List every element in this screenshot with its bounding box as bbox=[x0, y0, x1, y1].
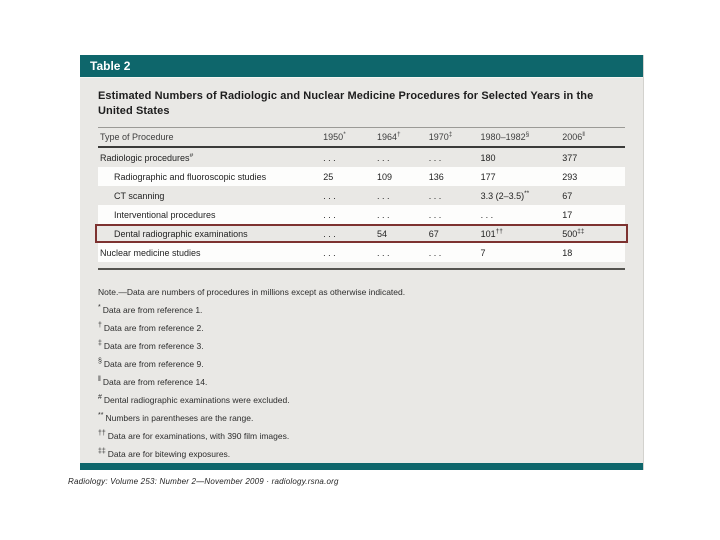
footnote-line: * Data are from reference 1. bbox=[98, 301, 625, 319]
footnote-line: ‡ Data are from reference 3. bbox=[98, 337, 625, 355]
footnote-symbol: ‡ bbox=[98, 340, 102, 348]
value-cell: 18 bbox=[562, 247, 573, 258]
value-cell: . . . bbox=[323, 209, 336, 220]
value-cell: . . . bbox=[376, 190, 390, 201]
value-cell: 180 bbox=[480, 152, 496, 163]
table-content: Estimated Numbers of Radiologic and Nucl… bbox=[80, 78, 643, 463]
footnotes-block: Note.—Data are numbers of procedures in … bbox=[98, 283, 625, 463]
footnote-line: ‡‡ Data are for bitewing exposures. bbox=[98, 445, 625, 463]
footnote-text: Dental radiographic examinations were ex… bbox=[103, 395, 290, 405]
value-cell: . . . bbox=[428, 152, 442, 163]
footnote-symbol: ‡‡ bbox=[98, 448, 106, 456]
footnote-symbol: ** bbox=[98, 412, 104, 420]
column-header-2006: 2006‖ bbox=[562, 131, 585, 142]
footnote-line: ** Numbers in parentheses are the range. bbox=[98, 409, 625, 427]
footnote-text: Data are from reference 3. bbox=[103, 341, 204, 351]
table-card: Table 2 Estimated Numbers of Radiologic … bbox=[80, 55, 644, 470]
footnote-symbol: †† bbox=[98, 430, 106, 438]
table-row-interventional: Interventional procedures . . . . . . . … bbox=[98, 205, 625, 224]
value-cell: 54 bbox=[376, 228, 387, 239]
footnote-line: †† Data are for examinations, with 390 fi… bbox=[98, 427, 625, 445]
table-title: Estimated Numbers of Radiologic and Nucl… bbox=[98, 90, 594, 117]
footnote-symbol: † bbox=[98, 322, 102, 330]
value-cell: 3.3 (2–3.5)** bbox=[480, 189, 530, 201]
table-bottom-rule bbox=[98, 268, 625, 270]
footnote-text: Data are for examinations, with 390 film… bbox=[107, 431, 290, 441]
procedure-cell: Radiographic and fluoroscopic studies bbox=[114, 171, 267, 182]
table-row-dental-highlighted: Dental radiographic examinations . . . 5… bbox=[95, 224, 628, 243]
table-banner: Table 2 bbox=[80, 55, 643, 78]
footnote-symbol: ‖ bbox=[98, 376, 101, 384]
footnote-line: ‖ Data are from reference 14. bbox=[98, 373, 625, 391]
value-cell: 293 bbox=[562, 171, 578, 182]
footnote-text: Data are from reference 9. bbox=[103, 359, 204, 369]
value-cell: . . . bbox=[323, 228, 336, 239]
footnote-line: † Data are from reference 2. bbox=[98, 319, 625, 337]
value-cell: 109 bbox=[376, 171, 393, 182]
value-cell: 67 bbox=[428, 228, 439, 239]
column-header-procedure: Type of Procedure bbox=[100, 132, 174, 142]
value-cell: 67 bbox=[562, 190, 573, 201]
value-cell: 25 bbox=[323, 171, 334, 182]
footnote-text: Numbers in parentheses are the range. bbox=[105, 413, 254, 423]
value-cell: . . . bbox=[428, 247, 442, 258]
procedure-cell: Radiologic procedures# bbox=[100, 152, 194, 163]
footnote-symbol: # bbox=[98, 394, 102, 402]
bottom-teal-bar bbox=[80, 463, 643, 470]
value-cell: 136 bbox=[428, 171, 444, 182]
value-cell: . . . bbox=[323, 190, 336, 201]
table-body: Radiologic procedures# . . . . . . . . .… bbox=[95, 148, 628, 262]
value-cell: . . . bbox=[323, 152, 336, 163]
journal-caption: Radiology: Volume 253: Number 2—November… bbox=[68, 477, 339, 486]
value-cell: . . . bbox=[428, 190, 442, 201]
footnote-line: # Dental radiographic examinations were e… bbox=[98, 391, 625, 409]
footnote-text: Data are from reference 14. bbox=[102, 377, 208, 387]
table-banner-label: Table 2 bbox=[90, 59, 131, 73]
column-header-1980-1982: 1980–1982§ bbox=[480, 131, 530, 142]
column-header-1950: 1950* bbox=[323, 131, 346, 142]
value-cell: 7 bbox=[480, 247, 486, 258]
value-cell: . . . bbox=[428, 209, 442, 220]
procedure-cell: Interventional procedures bbox=[114, 209, 216, 220]
value-cell: . . . bbox=[376, 247, 390, 258]
footnote-text: Data are for bitewing exposures. bbox=[107, 449, 231, 459]
footnote-line: § Data are from reference 9. bbox=[98, 355, 625, 373]
table-row-ct-scanning: CT scanning . . . . . . . . . 3.3 (2–3.5… bbox=[98, 186, 625, 205]
column-header-1970: 1970‡ bbox=[428, 131, 453, 142]
procedure-cell: Dental radiographic examinations bbox=[114, 228, 248, 239]
column-header-row: Type of Procedure 1950* 1964† 1970‡ 1980… bbox=[98, 127, 625, 148]
note-line: Note.—Data are numbers of procedures in … bbox=[98, 287, 406, 297]
table-row-radiologic-procedures: Radiologic procedures# . . . . . . . . .… bbox=[98, 148, 625, 167]
column-header-1964: 1964† bbox=[376, 131, 401, 142]
value-cell: 377 bbox=[562, 152, 578, 163]
table-row-radiographic-fluoroscopic: Radiographic and fluoroscopic studies 25… bbox=[98, 167, 625, 186]
footnote-text: Data are from reference 2. bbox=[103, 323, 204, 333]
value-cell: . . . bbox=[376, 209, 390, 220]
value-cell: 101†† bbox=[480, 227, 503, 239]
value-cell: 500‡‡ bbox=[562, 227, 585, 239]
value-cell: . . . bbox=[323, 247, 336, 258]
value-cell: . . . bbox=[376, 152, 390, 163]
table-row-nuclear-medicine: Nuclear medicine studies . . . . . . . .… bbox=[98, 243, 625, 262]
footnote-symbol: § bbox=[98, 358, 102, 366]
procedure-cell: CT scanning bbox=[114, 190, 165, 201]
value-cell: . . . bbox=[480, 209, 494, 220]
footnote-symbol: * bbox=[98, 304, 101, 312]
footnote-text: Data are from reference 1. bbox=[102, 305, 203, 315]
procedure-cell: Nuclear medicine studies bbox=[100, 247, 201, 258]
value-cell: 17 bbox=[562, 209, 573, 220]
value-cell: 177 bbox=[480, 171, 496, 182]
